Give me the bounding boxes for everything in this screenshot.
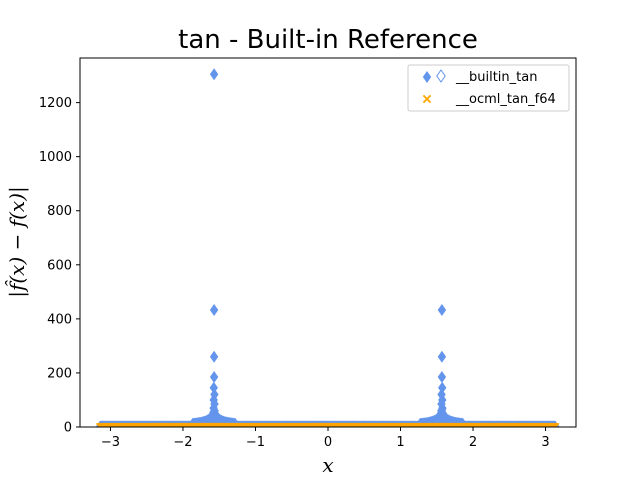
legend-entry-builtin-tan[interactable]: __builtin_tan [422,69,538,85]
data-point [437,303,447,316]
x-tick-label: −2 [173,435,192,450]
x-axis: −3 −2 −1 0 1 2 3 [101,427,550,450]
y-tick-label: 600 [47,258,72,273]
data-point [209,350,219,363]
y-tick-label: 400 [47,312,72,327]
y-tick-label: 200 [47,366,72,381]
data-point [210,388,219,401]
x-tick-label: −1 [246,435,265,450]
legend-label: __builtin_tan [455,70,537,85]
y-tick-label: 0 [64,421,72,436]
data-point [550,422,560,427]
data-point [209,68,219,81]
x-tick-label: 1 [396,435,404,450]
plot-area [95,68,560,427]
x-tick-label: 3 [541,435,549,450]
x-tick-label: 0 [324,435,332,450]
data-point [209,370,219,383]
legend-box [407,64,570,112]
legend-marker [422,71,432,83]
y-axis-label: |f̂(x) − f(x)| [5,186,30,298]
y-axis: 0 200 400 600 800 1000 1200 [39,96,80,436]
x-tick-label: 2 [469,435,477,450]
y-tick-label: 800 [47,204,72,219]
legend-entry-ocml-tan-f64[interactable]: __ocml_tan_f64 [422,92,556,107]
x-axis-label: x [322,453,333,477]
data-point [437,350,447,363]
ocml-points [95,422,560,427]
data-point [209,303,219,316]
legend-marker [436,69,446,83]
chart-title: tan - Built-in Reference [178,25,478,55]
legend-marker [422,94,432,104]
y-tick-label: 1000 [39,150,72,165]
y-tick-label: 1200 [39,96,72,111]
data-point [437,370,447,383]
legend-label: __ocml_tan_f64 [455,92,556,107]
x-tick-label: −3 [101,435,120,450]
legend[interactable]: __builtin_tan __ocml_tan_f64 [407,64,570,112]
